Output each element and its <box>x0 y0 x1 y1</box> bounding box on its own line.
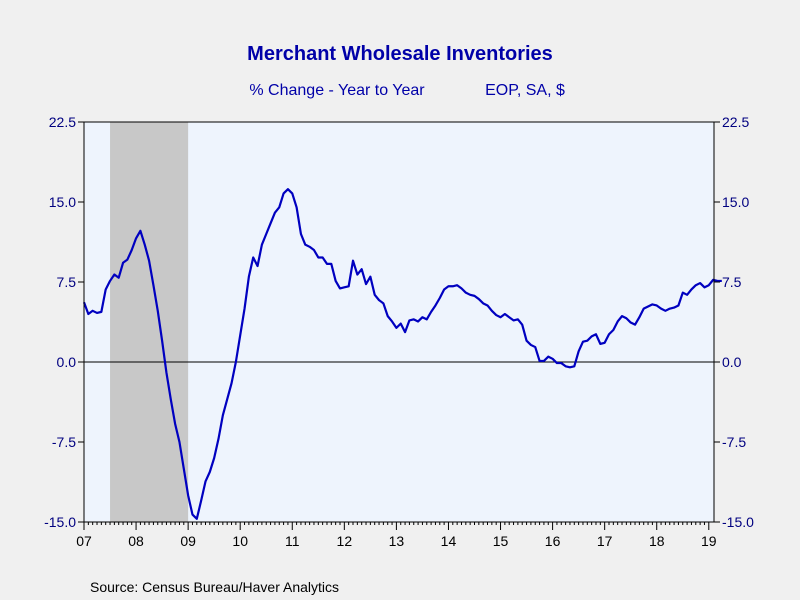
x-tick-label: 17 <box>597 533 613 549</box>
y-tick-label-right: 15.0 <box>722 194 749 210</box>
y-tick-label-right: -15.0 <box>722 514 754 530</box>
x-tick-label: 13 <box>389 533 405 549</box>
y-tick-label-left: 7.5 <box>57 274 77 290</box>
y-tick-label-right: -7.5 <box>722 434 746 450</box>
chart-subtitle-left: % Change - Year to Year <box>249 82 425 99</box>
y-tick-label-right: 7.5 <box>722 274 742 290</box>
plot-frame <box>83 121 715 523</box>
y-tick-label-left: 0.0 <box>57 354 77 370</box>
plot-area: -15.0 -15.0 -7.5 -7.5 0.0 0.0 7.5 7.5 15.0 15.0 22… <box>44 114 754 549</box>
x-tick-label: 14 <box>441 533 457 549</box>
x-tick-label: 10 <box>232 533 248 549</box>
x-tick-label: 16 <box>545 533 561 549</box>
y-tick-label-left: 22.5 <box>49 114 76 130</box>
x-tick-label: 09 <box>180 533 196 549</box>
y-tick-label-left: -7.5 <box>52 434 76 450</box>
chart-title: Merchant Wholesale Inventories <box>247 43 553 65</box>
series-line <box>82 188 722 520</box>
y-tick-label-right: 22.5 <box>722 114 749 130</box>
source-note: Source: Census Bureau/Haver Analytics <box>90 579 339 595</box>
x-tick-label: 18 <box>649 533 665 549</box>
x-tick-label: 15 <box>493 533 509 549</box>
x-tick-label: 12 <box>337 533 353 549</box>
x-tick-label: 08 <box>128 533 144 549</box>
x-tick-label: 19 <box>701 533 717 549</box>
chart-subtitle-right: EOP, SA, $ <box>485 82 565 99</box>
y-tick-label-right: 0.0 <box>722 354 742 370</box>
y-tick-label-left: -15.0 <box>44 514 76 530</box>
y-tick-label-left: 15.0 <box>49 194 76 210</box>
x-tick-label: 11 <box>285 533 300 549</box>
recession-band <box>110 122 189 522</box>
plot-background <box>84 122 714 522</box>
x-tick-label: 07 <box>76 533 92 549</box>
